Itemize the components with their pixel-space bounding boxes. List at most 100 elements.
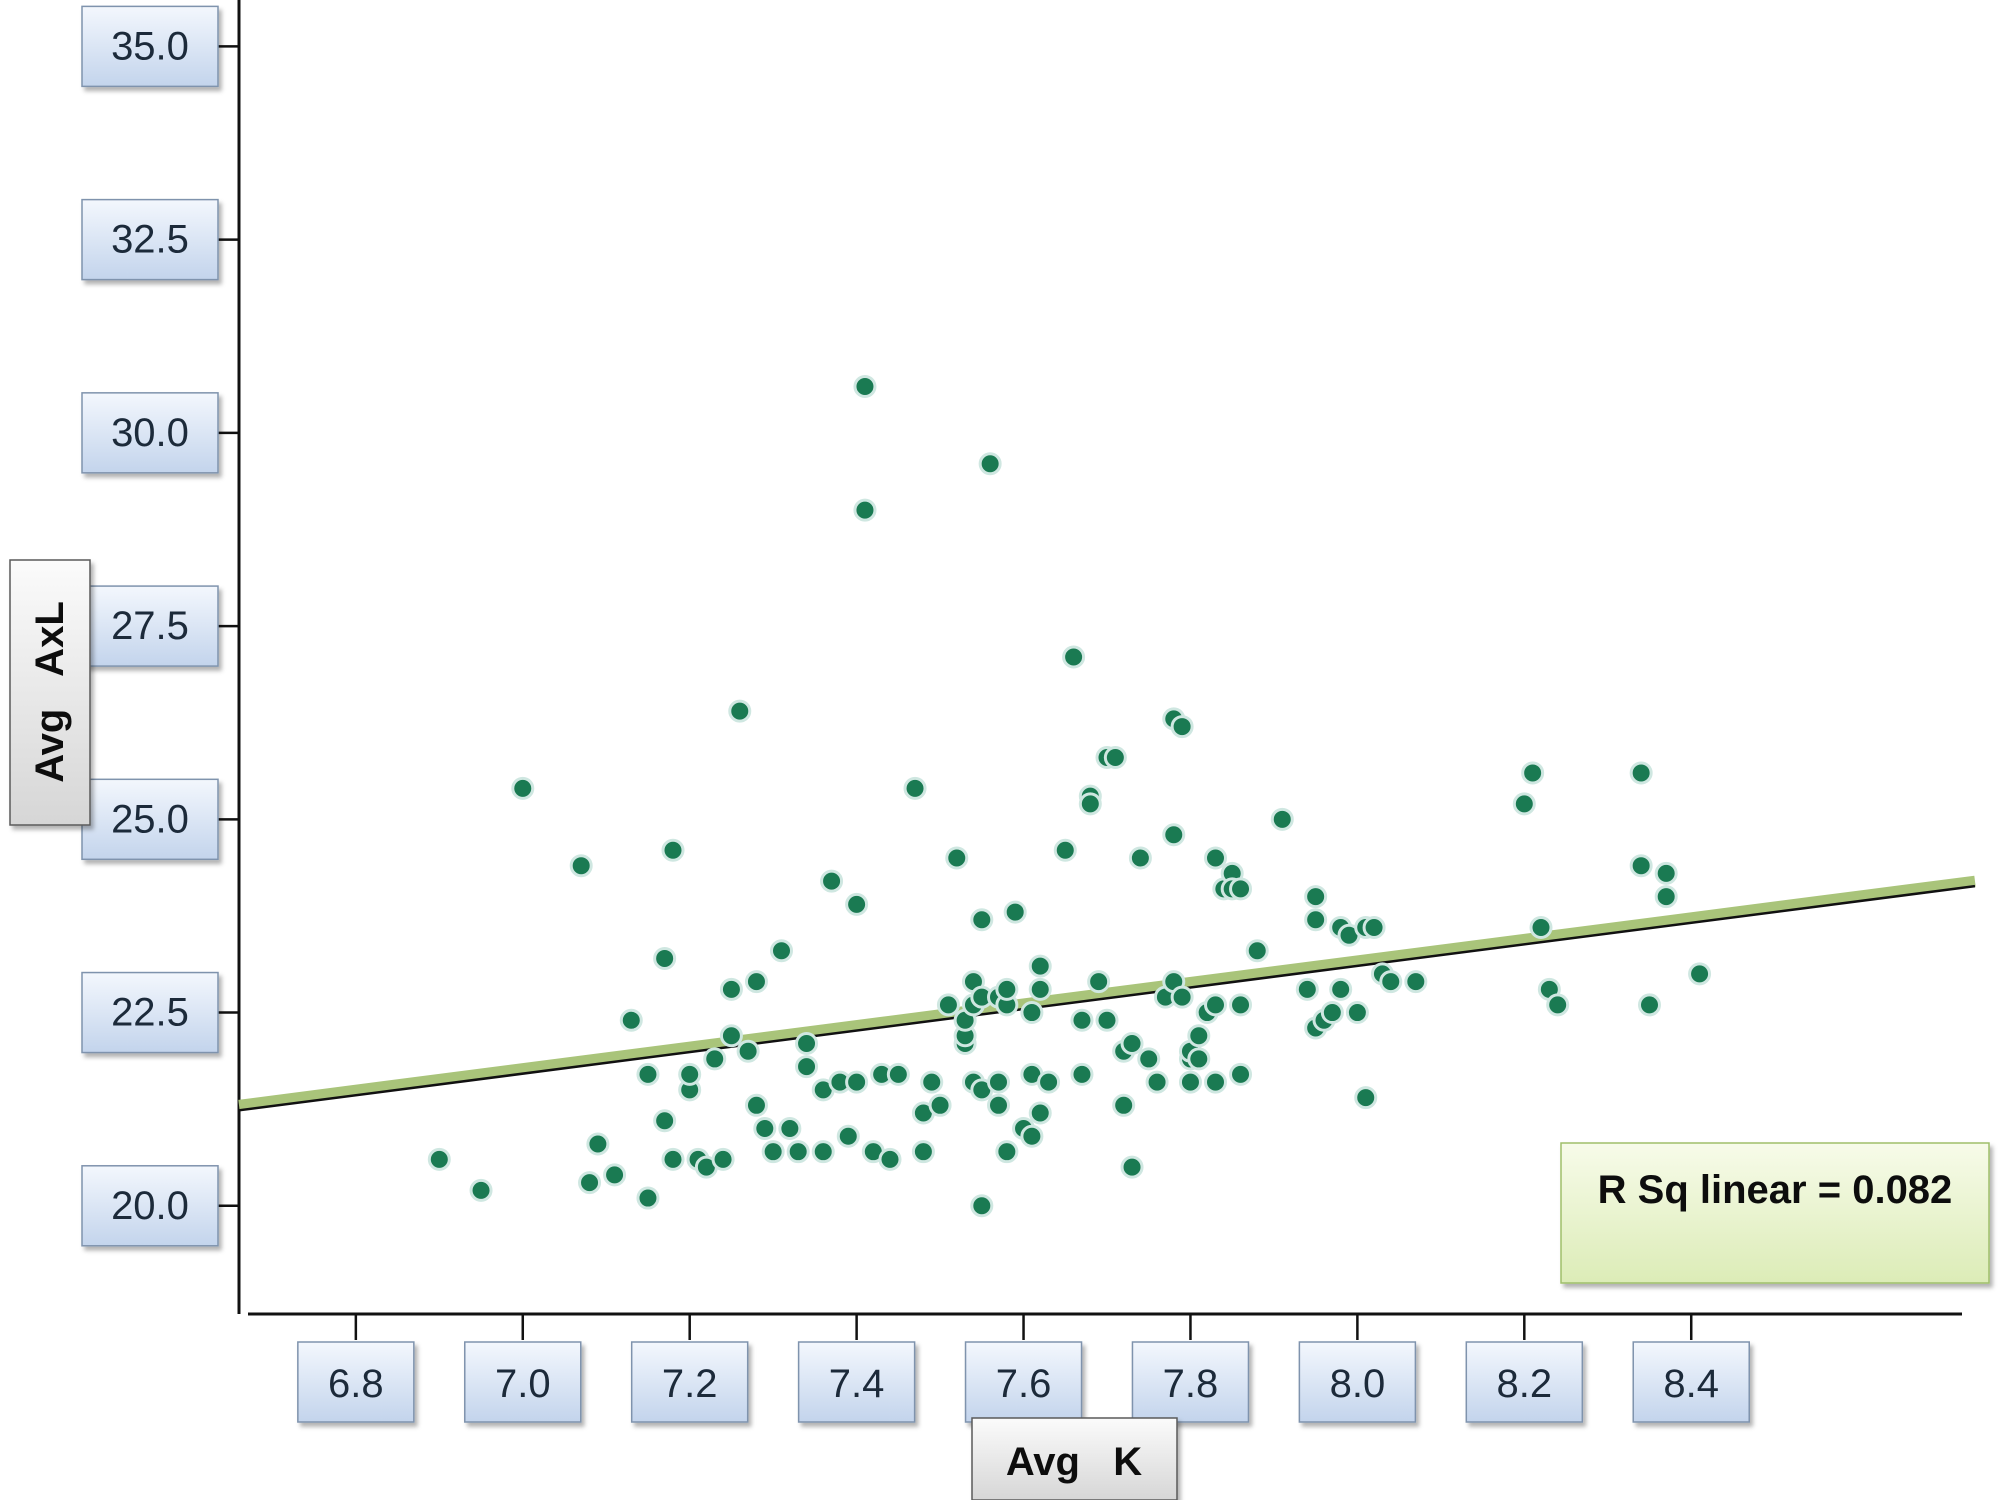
data-point [1103, 745, 1127, 769]
data-point [1295, 977, 1319, 1001]
x-tick-label: 7.4 [829, 1362, 885, 1406]
data-point [1546, 993, 1570, 1017]
data-point [1521, 761, 1545, 785]
data-point [661, 1147, 685, 1171]
data-point [995, 977, 1019, 1001]
x-tick: 7.4 [797, 1314, 916, 1423]
data-point [427, 1147, 451, 1171]
data-point [853, 498, 877, 522]
data-point [978, 452, 1002, 476]
data-point [1170, 715, 1194, 739]
y-tick-box-bg [81, 392, 219, 474]
data-point [1204, 846, 1227, 870]
data-point [970, 1194, 994, 1218]
data-point [653, 1109, 677, 1133]
data-point [1320, 1001, 1344, 1025]
y-axis-label-text: Avg AxL [28, 601, 72, 783]
y-tick-box [81, 1165, 219, 1247]
x-tick-label: 6.8 [328, 1362, 384, 1406]
data-point [987, 1093, 1010, 1117]
y-tick-label: 35.0 [111, 24, 189, 68]
y-tick-box-bg [81, 5, 219, 88]
x-tick-box-bg [1632, 1341, 1750, 1423]
x-tick-box-bg [1298, 1341, 1417, 1423]
x-tick-label: 7.2 [662, 1362, 718, 1406]
data-point [744, 970, 768, 994]
data-point [753, 1116, 777, 1140]
data-point [945, 846, 969, 870]
x-tick-box [630, 1341, 749, 1423]
data-point [836, 1124, 860, 1148]
data-point [469, 1178, 493, 1202]
x-tick: 6.8 [297, 1314, 415, 1423]
data-point [1162, 823, 1186, 847]
data-point [1688, 962, 1712, 986]
data-point [603, 1163, 627, 1187]
data-point [1028, 1101, 1052, 1125]
x-tick-label: 7.8 [1163, 1362, 1219, 1406]
y-tick-box-bg [81, 971, 219, 1054]
data-point [636, 1062, 660, 1086]
y-tick-label: 25.0 [111, 797, 189, 841]
y-tick-label: 22.5 [111, 991, 189, 1035]
data-point [1362, 916, 1386, 940]
data-point [1095, 1008, 1119, 1032]
x-tick-box-bg [464, 1341, 582, 1423]
y-tick-box [81, 5, 219, 88]
data-point [1037, 1070, 1061, 1094]
data-point [845, 1070, 869, 1094]
data-point [1629, 761, 1653, 785]
y-tick: 22.5 [81, 971, 239, 1054]
data-point [1654, 885, 1678, 909]
x-tick-box [1465, 1341, 1584, 1423]
y-tick: 30.0 [81, 392, 239, 474]
x-tick-box-bg [1131, 1341, 1250, 1423]
y-tick-label: 32.5 [111, 218, 189, 262]
data-point [1028, 954, 1052, 978]
data-point [1187, 1047, 1211, 1071]
y-tick-box [81, 971, 219, 1054]
data-point [1229, 993, 1253, 1017]
data-point [920, 1070, 944, 1094]
data-point [778, 1116, 802, 1140]
x-tick-label: 8.2 [1497, 1362, 1553, 1406]
data-point [878, 1147, 902, 1171]
x-ticks: 6.8 7.0 7.2 7.4 7.6 7.8 8.0 8.2 8.4 [297, 1314, 1750, 1423]
data-point [1404, 970, 1428, 994]
data-point [744, 1093, 768, 1117]
x-tick-box [797, 1341, 916, 1423]
data-point [678, 1062, 702, 1086]
x-tick-box [1298, 1341, 1417, 1423]
data-point [1112, 1093, 1136, 1117]
data-point [970, 908, 994, 932]
data-point [1137, 1047, 1161, 1071]
x-tick-box [464, 1341, 582, 1423]
x-tick-box [1632, 1341, 1750, 1423]
data-point [1003, 900, 1027, 924]
data-point [770, 939, 793, 963]
data-point [719, 977, 743, 1001]
y-axis-label: Avg AxL [9, 559, 91, 826]
x-axis-label: Avg K [971, 1417, 1178, 1500]
y-tick-label: 30.0 [111, 411, 189, 455]
y-tick-box-bg [81, 1165, 219, 1247]
data-point [1145, 1070, 1169, 1094]
axes [237, 0, 1962, 1316]
x-tick-box-bg [797, 1341, 916, 1423]
x-tick: 7.8 [1131, 1314, 1250, 1423]
data-point [1354, 1086, 1378, 1110]
data-point [653, 946, 677, 970]
data-point [936, 993, 960, 1017]
data-point [886, 1062, 910, 1086]
data-point [1070, 1008, 1094, 1032]
x-tick: 8.4 [1632, 1314, 1750, 1423]
data-point [711, 1147, 735, 1171]
y-tick: 27.5 [81, 585, 239, 667]
data-point [1087, 970, 1111, 994]
data-point [578, 1171, 602, 1195]
data-point [820, 869, 844, 893]
data-point [619, 1008, 643, 1032]
data-point [845, 892, 869, 916]
y-tick-box [81, 392, 219, 474]
